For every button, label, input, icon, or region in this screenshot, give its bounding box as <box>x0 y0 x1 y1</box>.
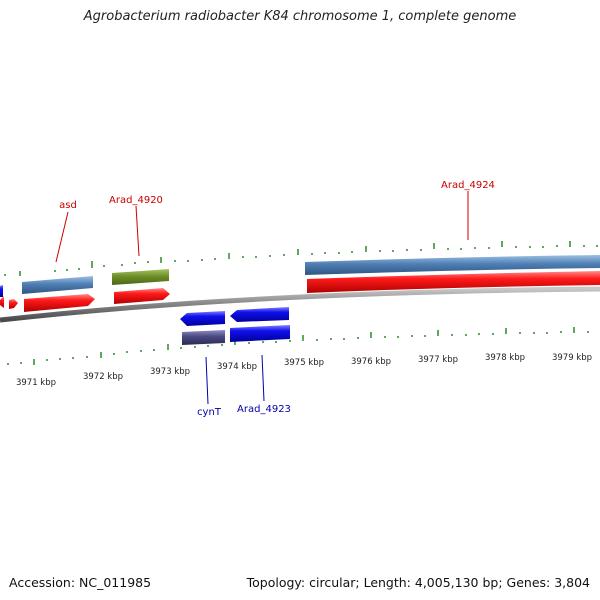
reverse-cds-arrow[interactable] <box>0 285 3 297</box>
reverse-strand-features <box>180 307 290 345</box>
outer-ticks <box>4 241 598 276</box>
kbp-label: 3974 kbp <box>217 362 257 372</box>
gene-arad-4920[interactable] <box>112 269 169 285</box>
label-arad-4920[interactable]: Arad_4920 <box>109 195 163 206</box>
map-title: Agrobacterium radiobacter K84 chromosome… <box>83 9 517 24</box>
accession-text: Accession: NC_011985 <box>9 575 152 590</box>
genome-summary-text: Topology: circular; Length: 4,005,130 bp… <box>246 575 590 590</box>
cds-arad-4923[interactable] <box>230 307 289 322</box>
gene-arad-4923[interactable] <box>230 325 290 342</box>
forward-strand-features <box>0 255 600 312</box>
gene-cynt[interactable] <box>182 330 225 345</box>
cds-arad-4920[interactable] <box>114 288 170 304</box>
cds-asd[interactable] <box>24 294 95 312</box>
gene-arad-4924[interactable] <box>305 255 600 275</box>
gene-asd[interactable] <box>22 276 93 294</box>
kbp-label: 3975 kbp <box>284 358 324 368</box>
gene-labels: asd Arad_4920 Arad_4924 cynT Arad_4923 <box>59 180 495 418</box>
kbp-label: 3971 kbp <box>16 378 56 388</box>
label-cynt[interactable]: cynT <box>197 407 222 418</box>
cds-cynt[interactable] <box>180 311 225 326</box>
inner-ticks <box>7 327 589 365</box>
kbp-label: 3972 kbp <box>83 372 123 382</box>
label-asd[interactable]: asd <box>59 200 77 211</box>
chromosome-backbone <box>0 286 600 323</box>
kbp-label: 3977 kbp <box>418 355 458 365</box>
label-arad-4923[interactable]: Arad_4923 <box>237 404 291 415</box>
forward-cds-arrow[interactable] <box>0 296 4 308</box>
label-arad-4924[interactable]: Arad_4924 <box>441 180 495 191</box>
kbp-label: 3979 kbp <box>552 353 592 363</box>
cds-arad-4924[interactable] <box>307 271 600 293</box>
label-leaders <box>55 191 469 405</box>
kbp-label: 3976 kbp <box>351 357 391 367</box>
forward-cds-arrow[interactable] <box>9 299 18 309</box>
kbp-labels: 3971 kbp 3972 kbp 3973 kbp 3974 kbp 3975… <box>16 353 592 388</box>
kbp-label: 3973 kbp <box>150 367 190 377</box>
kbp-label: 3978 kbp <box>485 353 525 363</box>
